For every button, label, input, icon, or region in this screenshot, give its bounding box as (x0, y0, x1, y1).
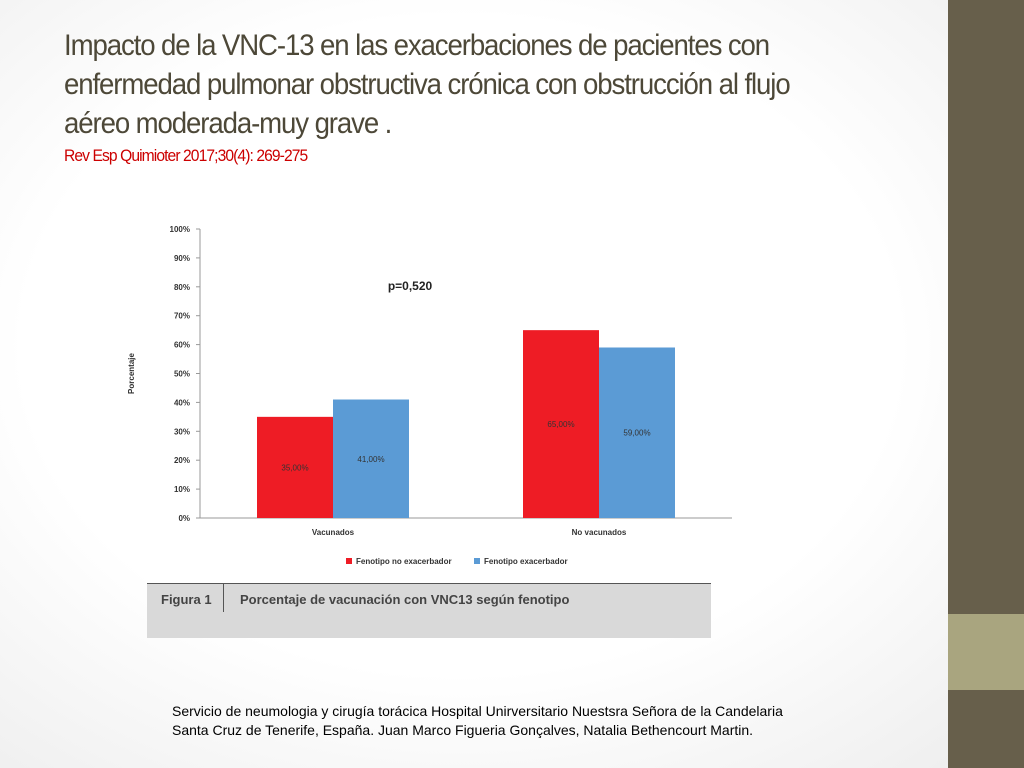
legend-swatch (474, 558, 480, 564)
y-tick-label: 10% (174, 485, 190, 494)
y-tick-label: 20% (174, 456, 190, 465)
footer-line-2: Santa Cruz de Tenerife, España. Juan Mar… (172, 722, 754, 738)
y-tick-label: 40% (174, 398, 190, 407)
bar (257, 416, 333, 518)
y-tick-label: 100% (170, 225, 190, 234)
citation: Rev Esp Quimioter 2017;30(4): 269-275 (64, 146, 308, 165)
x-tick-label: No vacunados (572, 528, 627, 537)
data-label: 65,00% (547, 420, 574, 429)
y-tick-label: 90% (174, 254, 190, 263)
figure-number: Figura 1 (161, 592, 212, 607)
y-tick-label: 0% (178, 514, 190, 523)
y-tick-label: 30% (174, 427, 190, 436)
y-axis-label: Porcentaje (127, 352, 136, 393)
bar-chart: 0% 10% 20% 30% 40% 50% 60% 70% 80% 90% 100% Porcent… (120, 215, 740, 580)
title-text: Impacto de la VNC-13 en las exacerbacion… (64, 29, 791, 140)
y-tick-label: 70% (174, 312, 190, 321)
figure-caption: Figura 1 Porcentaje de vacunación con VN… (147, 583, 711, 638)
y-tick-label: 60% (174, 341, 190, 350)
data-label: 59,00% (623, 429, 650, 438)
y-tick-label: 80% (174, 283, 190, 292)
bar (333, 399, 409, 518)
footer-line-1: Servicio de neumologia y cirugía torácic… (172, 703, 783, 719)
y-tick-label: 50% (174, 370, 190, 379)
caption-divider (223, 584, 224, 612)
legend-label: Fenotipo exacerbador (484, 557, 568, 566)
data-label: 35,00% (281, 463, 308, 472)
slide-title: Impacto de la VNC-13 en las exacerbacion… (64, 26, 855, 167)
figure-caption-text: Porcentaje de vacunación con VNC13 según… (240, 592, 570, 607)
chart-svg: 0% 10% 20% 30% 40% 50% 60% 70% 80% 90% 100% Porcent… (127, 225, 732, 566)
x-tick-label: Vacunados (312, 528, 355, 537)
data-label: 41,00% (357, 455, 384, 464)
legend-label: Fenotipo no exacerbador (356, 557, 452, 566)
p-value-annotation: p=0,520 (388, 279, 433, 293)
bar (523, 330, 599, 518)
bar (599, 347, 675, 518)
footer-credits: Servicio de neumologia y cirugía torácic… (172, 702, 892, 740)
legend-swatch (346, 558, 352, 564)
sidebar-accent-block (948, 614, 1024, 690)
